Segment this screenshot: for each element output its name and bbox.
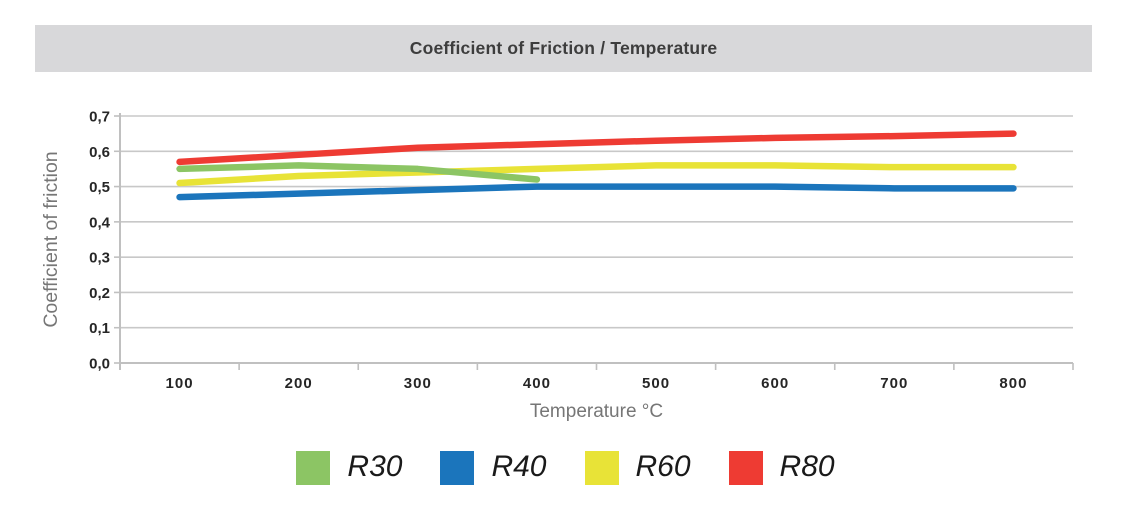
friction-temperature-line-chart: 0,0 0,1 0,2 0,3 0,4 0,5 0,6 0,7 100 200 300 400 500 6… — [40, 109, 1074, 422]
y-tick-label: 0,0 — [89, 356, 110, 373]
legend-item-r60: R60 — [584, 449, 691, 485]
x-tick-label: 800 — [999, 375, 1027, 392]
legend-swatch-r80 — [728, 451, 763, 485]
legend-label-r60: R60 — [635, 449, 691, 483]
legend-swatch-r60 — [584, 451, 619, 485]
series-line-r60 — [176, 162, 1017, 187]
series-line-r30 — [176, 162, 541, 183]
y-tick-label: 0,3 — [89, 250, 110, 267]
legend-label-r80: R80 — [779, 449, 835, 483]
x-tick-label: 300 — [404, 375, 432, 392]
series-line-r40 — [176, 183, 1017, 201]
x-tick-label: 700 — [880, 375, 908, 392]
chart-legend: R30 R40 R60 R80 — [0, 451, 1131, 485]
x-tick-label: 500 — [642, 375, 670, 392]
x-tick-label: 100 — [166, 375, 194, 392]
y-tick-label: 0,2 — [89, 285, 110, 302]
series-line-r80 — [176, 130, 1017, 166]
y-tick-label: 0,1 — [89, 320, 110, 337]
legend-swatch-r40 — [440, 451, 475, 485]
legend-label-r30: R30 — [347, 449, 403, 483]
chart-title-bar: Coefficient of Friction / Temperature — [35, 25, 1092, 72]
x-tick-label: 600 — [761, 375, 789, 392]
legend-item-r30: R30 — [296, 451, 402, 485]
y-tick-label: 0,4 — [89, 214, 111, 231]
x-tick-label: 400 — [523, 375, 551, 392]
y-tick-label: 0,5 — [89, 179, 110, 196]
legend-item-r40: R40 — [440, 449, 547, 485]
y-tick-label: 0,6 — [89, 144, 110, 161]
y-axis-title: Coefficient of friction — [40, 151, 62, 327]
chart-title: Coefficient of Friction / Temperature — [409, 38, 718, 58]
legend-swatch-r30 — [296, 451, 331, 485]
legend-item-r80: R80 — [728, 449, 835, 485]
x-tick-label: 200 — [285, 375, 313, 392]
y-tick-label: 0,7 — [89, 109, 110, 126]
x-axis-title: Temperature °C — [530, 401, 663, 422]
legend-label-r40: R40 — [491, 449, 547, 483]
